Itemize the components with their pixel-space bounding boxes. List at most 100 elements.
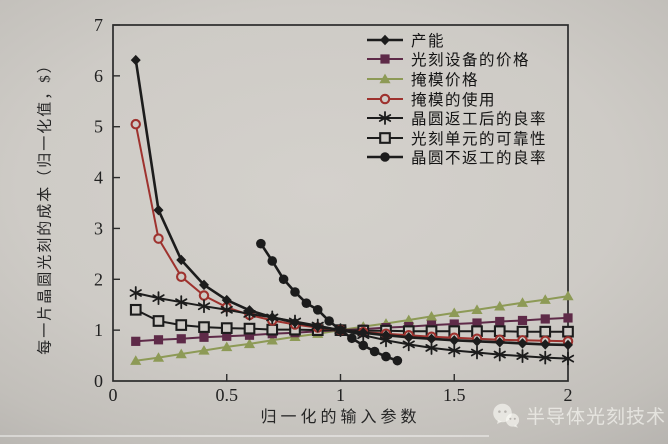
series-litho-equipment-price-marker bbox=[563, 313, 573, 323]
y-tick-label: 1 bbox=[94, 320, 103, 340]
legend-label: 光刻设备的价格 bbox=[411, 52, 531, 70]
y-axis-title: 每一片晶圆光刻的成本（归一化值，$） bbox=[37, 56, 54, 355]
series-mask-price-marker bbox=[471, 304, 483, 314]
series-yield-without-rework-marker bbox=[312, 305, 323, 315]
y-tick-label: 2 bbox=[94, 269, 103, 289]
y-tick-label: 0 bbox=[94, 371, 103, 391]
series-throughput-marker bbox=[358, 327, 369, 338]
legend-item-throughput: 产能 bbox=[366, 30, 547, 50]
legend-label: 晶圆返工后的良率 bbox=[411, 111, 548, 129]
series-yield-without-rework-marker bbox=[324, 316, 334, 326]
watermark-text: 半导体光刻技术 bbox=[526, 407, 667, 428]
series-yield-after-rework-marker bbox=[470, 345, 484, 360]
y-tick-label: 4 bbox=[94, 168, 103, 188]
series-litho-equipment-price-marker bbox=[222, 331, 232, 341]
series-yield-after-rework-marker bbox=[220, 302, 233, 317]
series-mask-price-marker bbox=[562, 290, 574, 301]
series-litho-cell-reliability-marker bbox=[198, 321, 210, 333]
series-throughput-marker bbox=[449, 335, 460, 346]
series-mask-price-marker bbox=[494, 300, 506, 311]
series-litho-equipment-price-marker bbox=[153, 335, 164, 345]
series-yield-without-rework-marker bbox=[290, 287, 300, 297]
series-mask-price-line bbox=[134, 295, 569, 362]
series-throughput-marker bbox=[199, 279, 209, 291]
series-yield-without-rework-marker bbox=[369, 346, 380, 357]
series-litho-equipment-price-marker bbox=[131, 336, 141, 346]
diamond-filled-icon bbox=[367, 34, 403, 45]
series-throughput-marker bbox=[403, 332, 414, 343]
series-mask-price-marker bbox=[152, 352, 165, 362]
series-litho-equipment-price-marker bbox=[449, 319, 459, 329]
series-litho-equipment-price-marker bbox=[495, 316, 505, 327]
series-mask-price-marker bbox=[175, 348, 187, 359]
series-litho-equipment-price-marker bbox=[244, 330, 255, 340]
triangle-filled-icon bbox=[367, 73, 403, 84]
x-tick-label: 1 bbox=[336, 385, 345, 405]
series-yield-after-rework-marker bbox=[448, 343, 461, 358]
series-yield-after-rework-marker bbox=[197, 299, 211, 314]
chart-legend: 产能光刻设备的价格 掩模价格 掩模的使用晶圆返工后的良率 光刻单元的可靠性 晶圆不返工的… bbox=[366, 30, 547, 167]
series-litho-cell-reliability-marker bbox=[493, 325, 506, 338]
series-yield-without-rework-marker bbox=[381, 351, 391, 362]
series-mask-price-marker bbox=[198, 345, 210, 355]
page-artifact-line bbox=[0, 435, 489, 437]
x-axis-title: 归一化的输入参数 bbox=[260, 409, 421, 426]
series-mask-price-marker bbox=[266, 334, 278, 345]
series-mask-price-marker bbox=[448, 307, 460, 318]
x-tick-label: 2 bbox=[564, 385, 573, 405]
series-litho-cell-reliability-marker bbox=[175, 319, 188, 331]
series-litho-cell-reliability-marker bbox=[243, 322, 256, 335]
series-yield-without-rework-marker bbox=[392, 355, 403, 366]
y-tick-label: 3 bbox=[94, 218, 103, 238]
series-mask-usage-marker bbox=[176, 271, 187, 282]
series-yield-without-rework-marker bbox=[347, 333, 357, 344]
series-litho-equipment-price-marker bbox=[540, 314, 550, 324]
circle-filled-icon bbox=[367, 152, 403, 163]
series-throughput-marker bbox=[312, 321, 323, 332]
series-litho-cell-reliability-marker bbox=[516, 325, 529, 338]
series-litho-equipment-price-marker bbox=[517, 315, 528, 326]
series-throughput-marker bbox=[267, 312, 278, 323]
series-mask-usage-marker bbox=[130, 118, 142, 130]
series-throughput-marker bbox=[426, 333, 437, 344]
series-throughput-marker bbox=[540, 339, 551, 350]
series-throughput-marker bbox=[290, 317, 300, 328]
legend-item-litho-equipment-price: 光刻设备的价格 bbox=[366, 50, 547, 70]
series-yield-after-rework-marker bbox=[561, 351, 575, 366]
series-throughput-marker bbox=[517, 338, 528, 349]
series-yield-without-rework-line bbox=[259, 242, 399, 363]
series-litho-equipment-price-marker bbox=[426, 320, 437, 330]
legend-item-yield-after-rework: 晶圆返工后的良率 bbox=[366, 108, 547, 128]
series-yield-without-rework-marker bbox=[278, 274, 289, 285]
series-yield-after-rework-marker bbox=[539, 350, 552, 365]
series-throughput-marker bbox=[153, 204, 164, 216]
legend-label: 产能 bbox=[411, 32, 446, 50]
series-yield-without-rework-marker bbox=[256, 238, 266, 249]
legend-item-yield-without-rework: 晶圆不返工的良率 bbox=[366, 148, 547, 167]
series-litho-cell-reliability-marker bbox=[266, 323, 279, 336]
series-yield-after-rework-marker bbox=[175, 295, 188, 310]
series-mask-price-marker bbox=[221, 341, 233, 352]
y-tick-label: 5 bbox=[94, 117, 103, 137]
x-tick-label: 0 bbox=[109, 385, 118, 405]
x-tick-label: 1.5 bbox=[443, 385, 466, 405]
series-mask-price-marker bbox=[403, 314, 415, 325]
series-mask-usage-marker bbox=[153, 233, 164, 244]
series-yield-after-rework-marker bbox=[516, 349, 529, 363]
legend-label: 掩模价格 bbox=[411, 71, 480, 89]
series-yield-without-rework-marker bbox=[301, 298, 312, 308]
legend-item-mask-usage: 掩模的使用 bbox=[366, 89, 547, 109]
series-litho-cell-reliability-marker bbox=[220, 322, 233, 334]
series-mask-price-marker bbox=[516, 297, 529, 307]
series-litho-cell-reliability-marker bbox=[152, 315, 165, 327]
series-throughput-marker bbox=[472, 336, 482, 347]
legend-item-litho-cell-reliability: 光刻单元的可靠性 bbox=[366, 128, 547, 148]
series-throughput-marker bbox=[130, 54, 141, 66]
legend-label: 光刻单元的可靠性 bbox=[411, 130, 548, 148]
series-yield-after-rework-marker bbox=[129, 286, 142, 300]
series-yield-without-rework-marker bbox=[358, 340, 369, 351]
series-litho-cell-reliability-marker bbox=[562, 325, 574, 338]
series-throughput-marker bbox=[563, 339, 573, 351]
